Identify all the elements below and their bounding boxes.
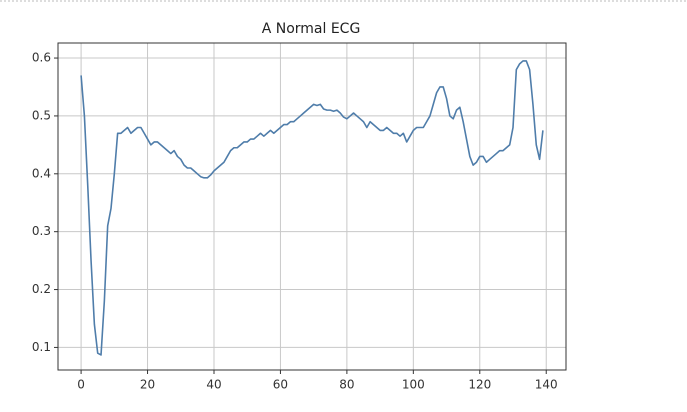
plot-frame — [57, 42, 567, 371]
y-tick-label: 0.3 — [32, 224, 51, 238]
y-tick-label: 0.2 — [32, 282, 51, 296]
x-tick-label: 0 — [77, 378, 85, 392]
y-tick-label: 0.6 — [32, 51, 51, 65]
x-tick-label: 40 — [206, 378, 221, 392]
x-tick-label: 80 — [339, 378, 354, 392]
y-tick-label: 0.1 — [32, 340, 51, 354]
data-line — [80, 60, 544, 356]
y-tick-label: 0.5 — [32, 108, 51, 122]
x-tick-label: 60 — [273, 378, 288, 392]
x-tick-label: 140 — [535, 378, 558, 392]
x-tick-label: 100 — [402, 378, 425, 392]
x-tick-label: 20 — [140, 378, 155, 392]
x-tick-label: 120 — [468, 378, 491, 392]
chart-title: A Normal ECG — [262, 21, 361, 37]
y-tick-label: 0.4 — [32, 166, 51, 180]
